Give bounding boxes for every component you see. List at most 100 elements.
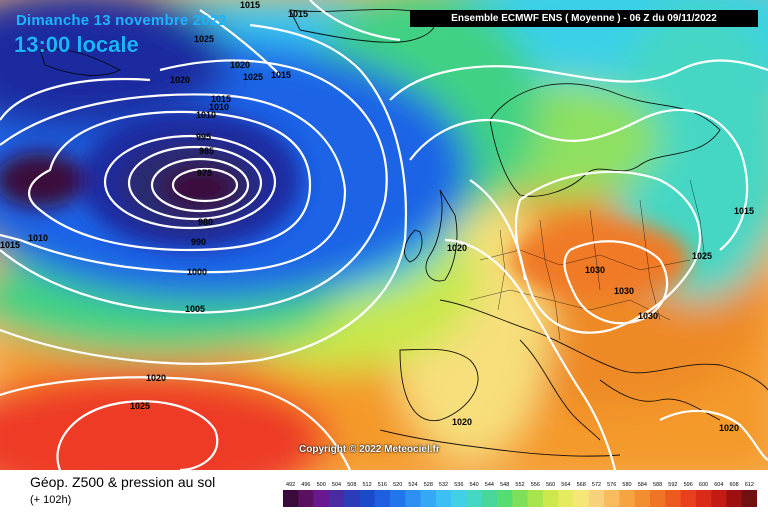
isobar-label-1025: 1025 xyxy=(243,72,263,82)
isobar-label-1010: 1010 xyxy=(28,233,48,243)
scale-swatch xyxy=(741,490,757,507)
isobar-label-1020: 1020 xyxy=(170,75,190,85)
forecast-date: Dimanche 13 novembre 2022 xyxy=(16,12,227,29)
isobar-label-1010: 1010 xyxy=(209,102,229,112)
isobar-label-1015: 1015 xyxy=(0,240,20,250)
isobar-label-1015: 1015 xyxy=(240,0,260,10)
scale-swatch xyxy=(451,490,467,507)
scale-swatch xyxy=(619,490,635,507)
isobar-label-1015: 1015 xyxy=(734,206,754,216)
isobar-label-1020: 1020 xyxy=(230,60,250,70)
scale-label: 492 xyxy=(286,482,295,488)
isobar-label-980: 980 xyxy=(198,217,213,227)
scale-label: 520 xyxy=(393,482,402,488)
isobar-label-985: 985 xyxy=(199,146,214,156)
scale-label: 504 xyxy=(332,482,341,488)
scale-swatch xyxy=(497,490,513,507)
forecast-time: 13:00 locale xyxy=(14,32,139,57)
scale-swatch xyxy=(588,490,605,507)
isobar-label-1025: 1025 xyxy=(194,34,214,44)
isobar-label-1025: 1025 xyxy=(692,251,712,261)
scale-label: 580 xyxy=(622,482,631,488)
isobar-label-995: 995 xyxy=(196,132,211,142)
scale-swatch xyxy=(573,490,590,507)
isobar-label-1025: 1025 xyxy=(130,401,150,411)
scale-label: 604 xyxy=(714,482,723,488)
scale-swatch xyxy=(665,490,681,507)
scale-swatch xyxy=(283,490,299,507)
copyright-notice: Copyright © 2022 Meteociel.fr xyxy=(299,444,440,455)
isobar-label-1020: 1020 xyxy=(447,243,467,253)
scale-label: 496 xyxy=(301,482,310,488)
isobar-label-1015: 1015 xyxy=(288,9,308,19)
scale-swatch xyxy=(695,490,712,507)
isobar-label-1020: 1020 xyxy=(719,423,739,433)
scale-label: 608 xyxy=(730,482,739,488)
isobar-label-975: 975 xyxy=(197,168,212,178)
scale-label: 600 xyxy=(699,482,708,488)
scale-swatch xyxy=(313,490,330,507)
isobar-label-1005: 1005 xyxy=(185,304,205,314)
isobar-label-1015: 1015 xyxy=(211,94,231,104)
isobar-label-1010: 1010 xyxy=(196,110,216,120)
scale-swatch xyxy=(680,490,697,507)
product-title: Géop. Z500 & pression au sol xyxy=(30,474,216,490)
scale-swatch xyxy=(328,490,345,507)
scale-label: 500 xyxy=(317,482,326,488)
scale-swatch xyxy=(711,490,727,507)
scale-label: 568 xyxy=(577,482,586,488)
scale-label: 572 xyxy=(592,482,601,488)
scale-label: 544 xyxy=(485,482,494,488)
scale-swatch xyxy=(344,490,360,507)
isobars xyxy=(0,0,768,470)
scale-swatch xyxy=(298,490,314,507)
scale-swatch xyxy=(359,490,376,507)
geopotential-color-scale: 492 496 500 504 508 512 516 520 524 528 532 536 540 5… xyxy=(283,482,757,507)
scale-label: 532 xyxy=(439,482,448,488)
scale-swatch xyxy=(466,490,483,507)
scale-swatch xyxy=(649,490,666,507)
scale-label: 548 xyxy=(500,482,509,488)
isobar-label-1020: 1020 xyxy=(452,417,472,427)
scale-swatch xyxy=(634,490,651,507)
isobar-label-1000: 1000 xyxy=(187,267,207,277)
scale-label: 524 xyxy=(408,482,417,488)
scale-label: 508 xyxy=(347,482,356,488)
isobar-label-990: 990 xyxy=(191,237,206,247)
scale-label: 556 xyxy=(531,482,540,488)
scale-swatch xyxy=(604,490,620,507)
scale-swatch xyxy=(374,490,391,507)
scale-label: 528 xyxy=(424,482,433,488)
scale-label: 564 xyxy=(561,482,570,488)
scale-label: 584 xyxy=(638,482,647,488)
geopotential-map: 975 980 985 990 995 1000 1005 1010 1010 … xyxy=(0,0,768,470)
isobar-label-1020: 1020 xyxy=(146,373,166,383)
geopotential-field xyxy=(0,0,768,470)
scale-swatch xyxy=(558,490,574,507)
scale-label: 588 xyxy=(653,482,662,488)
isobar-label-1015: 1015 xyxy=(271,70,291,80)
lead-time: (+ 102h) xyxy=(30,494,72,506)
scale-swatch xyxy=(481,490,498,507)
scale-label: 552 xyxy=(515,482,524,488)
scale-swatch xyxy=(512,490,528,507)
scale-swatch xyxy=(420,490,437,507)
coastlines xyxy=(39,8,768,457)
scale-label: 596 xyxy=(684,482,693,488)
scale-swatch xyxy=(435,490,452,507)
isobar-label-1030: 1030 xyxy=(585,265,605,275)
scale-label: 592 xyxy=(668,482,677,488)
scale-swatch xyxy=(527,490,544,507)
isobar-label-1030: 1030 xyxy=(614,286,634,296)
scale-label: 540 xyxy=(470,482,479,488)
scale-label: 536 xyxy=(454,482,463,488)
scale-swatch xyxy=(390,490,406,507)
scale-label: 560 xyxy=(546,482,555,488)
borders xyxy=(469,179,706,341)
scale-swatch xyxy=(726,490,743,507)
isobar-labels: 975 980 985 990 995 1000 1005 1010 1010 … xyxy=(0,0,754,433)
scale-label: 612 xyxy=(745,482,754,488)
scale-swatch xyxy=(405,490,421,507)
isobar-label-1030: 1030 xyxy=(638,311,658,321)
